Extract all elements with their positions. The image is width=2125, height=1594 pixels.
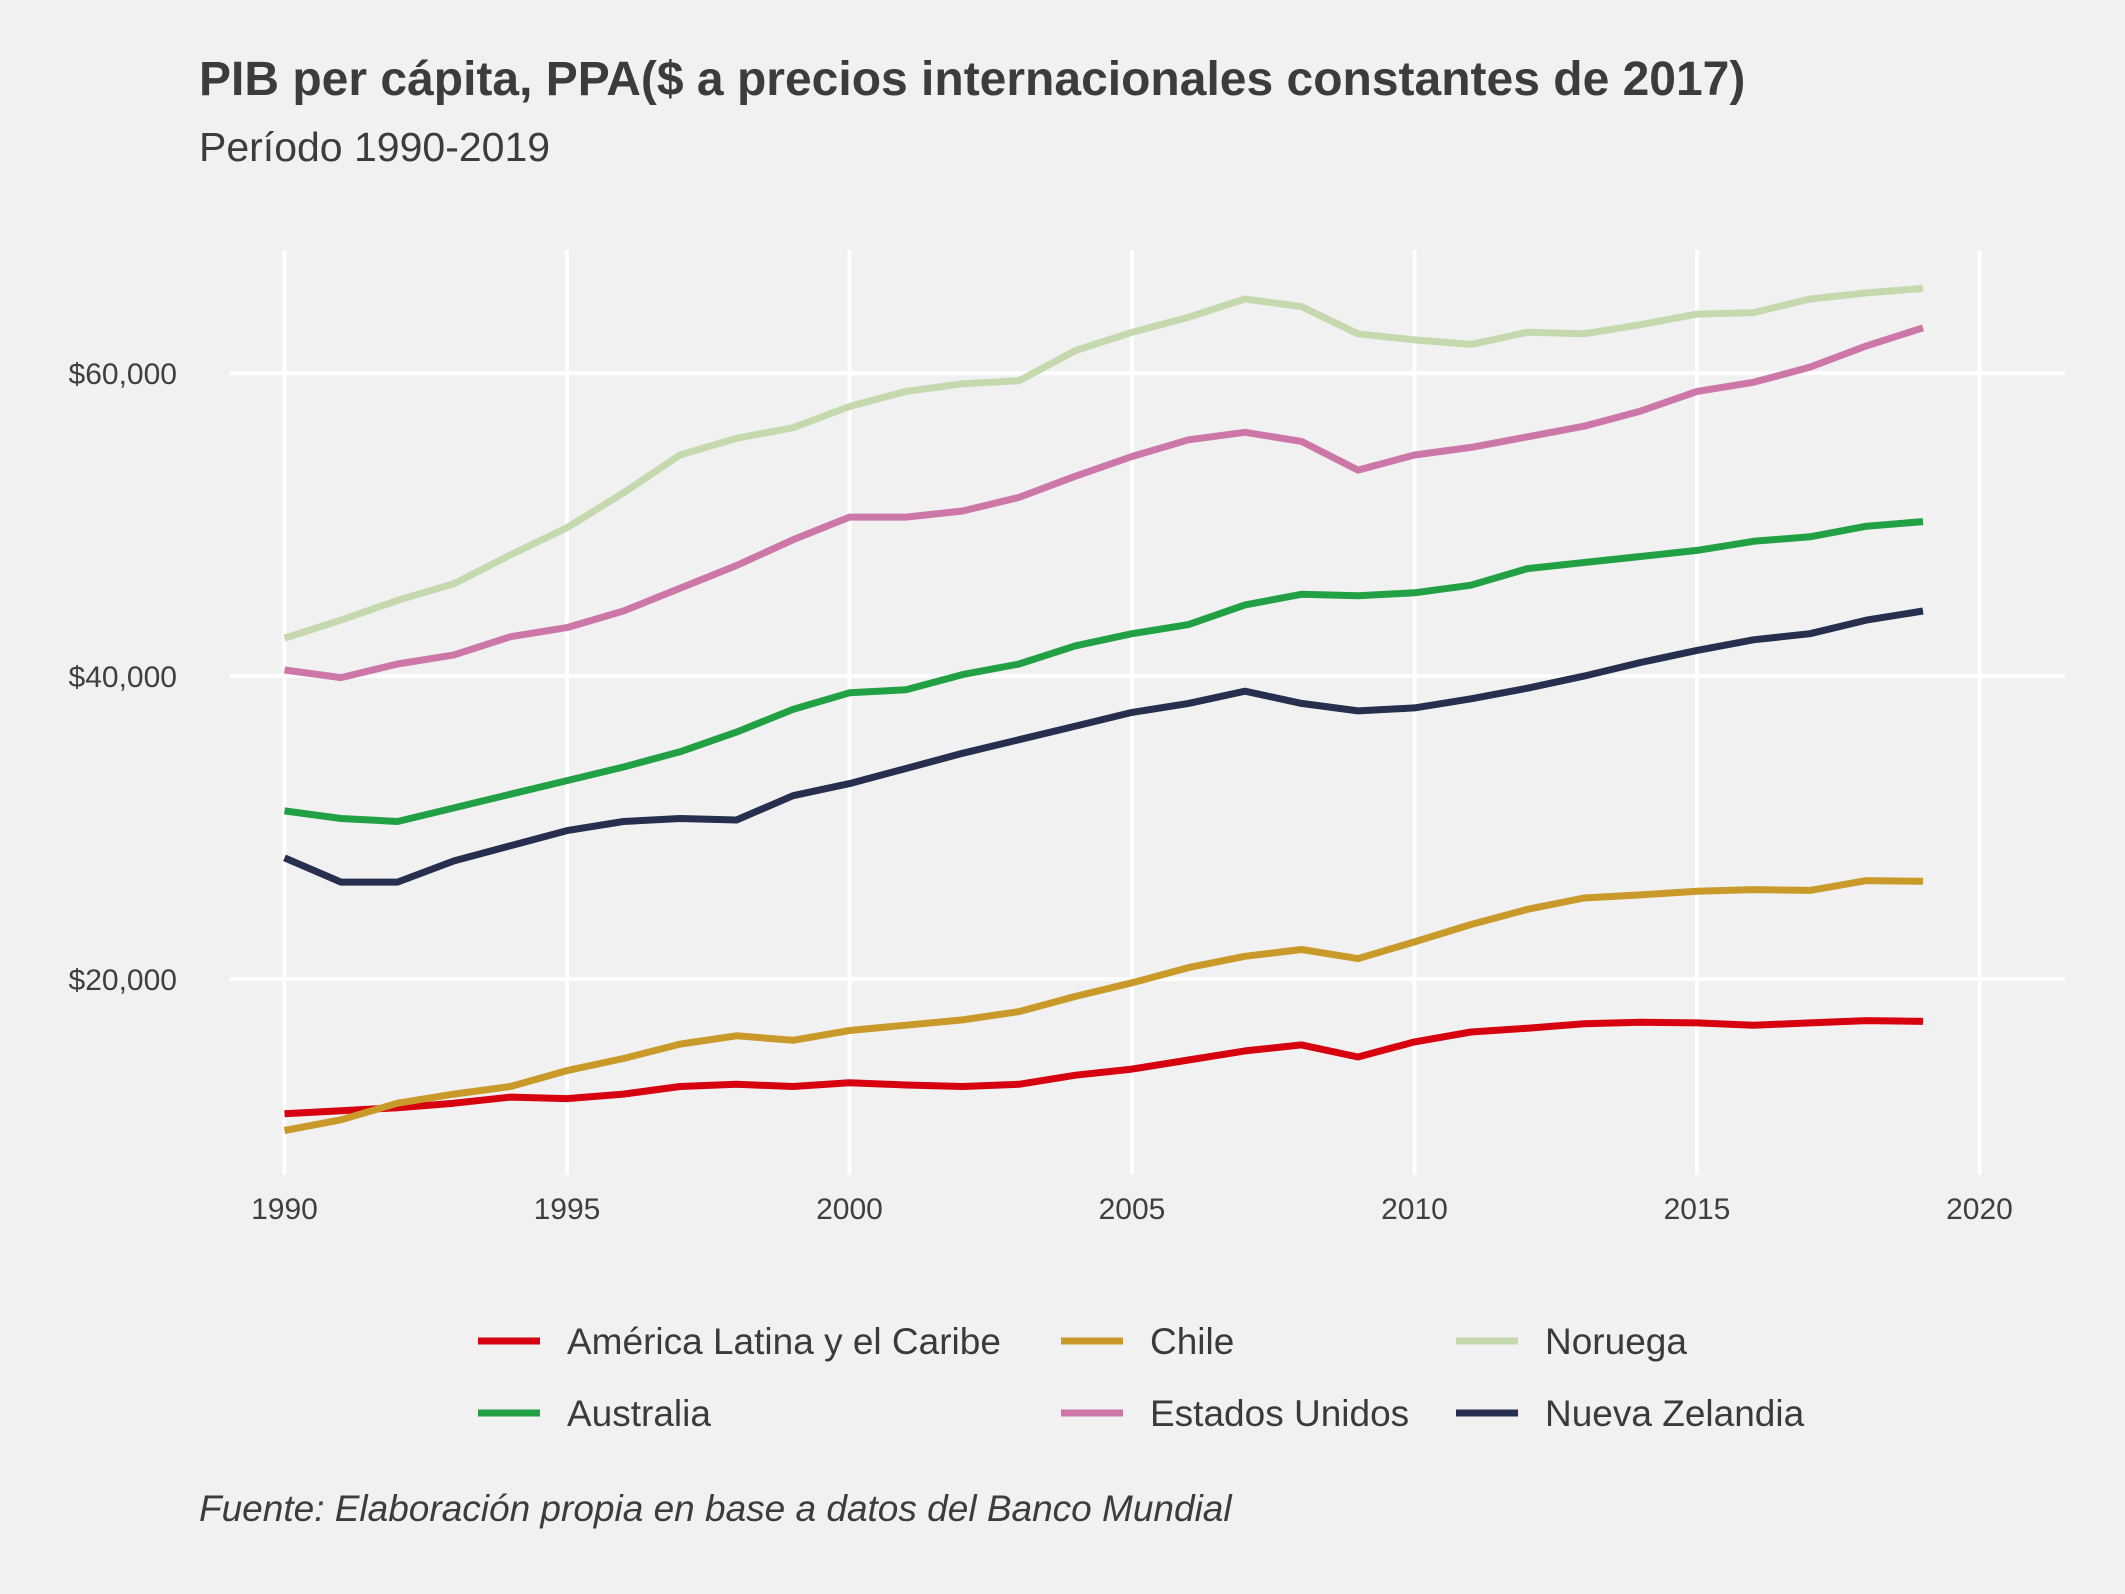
legend-label: Nueva Zelandia <box>1545 1393 1805 1434</box>
x-tick-label: 2000 <box>816 1193 883 1226</box>
series-line-chile <box>283 877 1924 1134</box>
series-line-estados-unidos <box>284 324 1925 682</box>
series-line-nueva-zelandia <box>283 607 1924 886</box>
x-tick-label: 2005 <box>1099 1193 1166 1226</box>
legend-label: Estados Unidos <box>1150 1393 1409 1434</box>
legend-item: Estados Unidos <box>1061 1393 1409 1434</box>
legend-item: Noruega <box>1456 1321 1687 1362</box>
y-tick-label: $20,000 <box>69 964 177 997</box>
y-tick-label: $60,000 <box>69 358 177 391</box>
legend-item: Australia <box>478 1393 711 1434</box>
x-axis-tick-labels: 1990 1995 2000 2005 2010 2015 2020 <box>251 1193 2013 1226</box>
source-caption: Fuente: Elaboración propia en base a dat… <box>199 1488 1232 1529</box>
legend-item: Nueva Zelandia <box>1456 1393 1805 1434</box>
chart-subtitle: Período 1990-2019 <box>199 124 551 170</box>
series-line-australia <box>284 518 1924 825</box>
x-tick-label: 2015 <box>1664 1193 1731 1226</box>
x-tick-label: 1995 <box>534 1193 601 1226</box>
legend-label: Chile <box>1150 1321 1234 1362</box>
legend: América Latina y el Caribe Chile Noruega Au… <box>478 1321 1805 1434</box>
x-tick-label: 2010 <box>1381 1193 1448 1226</box>
legend-label: América Latina y el Caribe <box>567 1321 1001 1362</box>
series-line-noruega <box>283 284 1924 642</box>
y-axis-tick-labels: $20,000 $40,000 $60,000 <box>69 358 177 997</box>
series-line-américa-latina-y-el-caribe <box>284 1017 1924 1118</box>
x-tick-label: 1990 <box>251 1193 318 1226</box>
legend-label: Australia <box>567 1393 711 1434</box>
x-tick-label: 2020 <box>1946 1193 2013 1226</box>
y-tick-label: $40,000 <box>69 661 177 694</box>
legend-item: América Latina y el Caribe <box>478 1321 1001 1362</box>
chart-title: PIB per cápita, PPA($ a precios internac… <box>199 53 1746 106</box>
series-lines <box>283 284 1925 1134</box>
legend-item: Chile <box>1061 1321 1234 1362</box>
legend-label: Noruega <box>1545 1321 1687 1362</box>
